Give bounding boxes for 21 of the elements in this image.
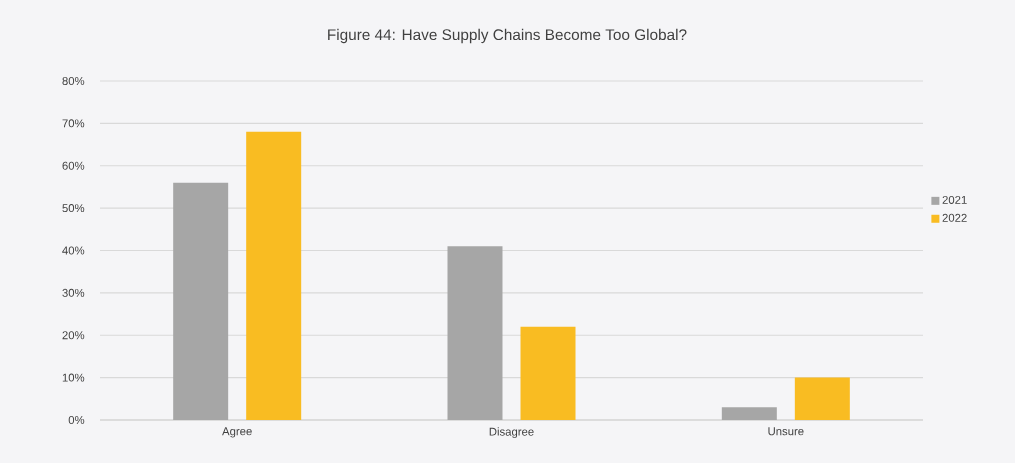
x-tick-label: Agree xyxy=(222,427,252,438)
y-tick-label: 20% xyxy=(62,331,85,340)
x-tick-label: Unsure xyxy=(768,427,804,436)
bar xyxy=(173,182,229,420)
legend-label: 2022 xyxy=(942,213,967,222)
y-tick-label: 30% xyxy=(62,288,85,297)
y-tick-label: 70% xyxy=(62,119,85,128)
bar xyxy=(246,131,302,420)
y-tick-label: 40% xyxy=(62,246,85,255)
y-tick-label: 10% xyxy=(62,373,85,382)
legend-label: 2021 xyxy=(942,195,967,204)
bar xyxy=(794,377,850,420)
chart-title: Figure 44: Have Supply Chains Become Too Global? xyxy=(328,28,687,44)
y-tick-label: 60% xyxy=(62,161,85,170)
y-tick-label: 0% xyxy=(68,415,85,424)
bar xyxy=(447,246,503,420)
bar xyxy=(520,326,576,420)
y-tick-label: 80% xyxy=(62,76,85,85)
x-tick-label: Disagree xyxy=(489,427,534,438)
y-tick-label: 50% xyxy=(62,204,85,213)
bar xyxy=(721,407,777,420)
